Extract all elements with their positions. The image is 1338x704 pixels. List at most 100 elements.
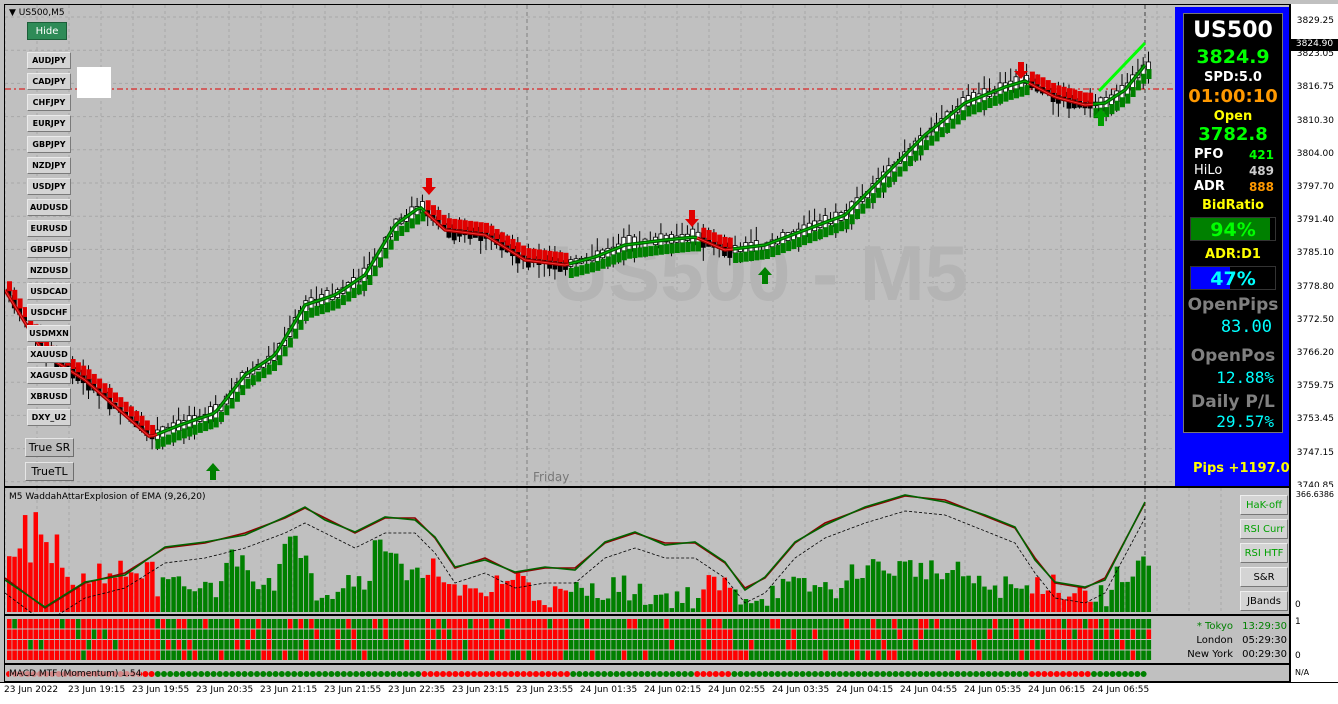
mtf-cell [976,640,982,650]
mtf-cell [446,650,452,660]
heiken-ashi-block [107,387,113,398]
mtf-cell [897,640,902,650]
mtf-cell [796,629,802,639]
macd-dot [173,671,180,677]
histogram-bar [415,567,420,612]
histogram-bar [303,555,309,612]
heiken-ashi-block [648,246,654,257]
macd-dot [588,671,595,677]
mtf-cell [1003,629,1008,639]
true-tl-button[interactable]: TrueTL [25,462,74,481]
sessions-panel[interactable]: * Tokyo 13:29:30 London 05:29:30 New York 00:… [4,615,1290,664]
mtf-cell [123,629,129,639]
price-chart: US500 - M5 [5,5,1175,486]
macd-dot [1122,671,1128,677]
macd-dot [607,671,614,677]
mtf-cell [521,619,526,629]
symbol-button-nzdusd[interactable]: NZDUSD [27,262,71,279]
mtf-cell [404,650,410,660]
heiken-ashi-block [966,106,972,117]
mtf-cell [473,650,478,660]
histogram-bar [568,591,574,612]
mtf-cell [817,650,823,660]
symbol-button-xagusd[interactable]: XAGUSD [27,367,71,384]
heiken-ashi-block [865,198,871,209]
rsi-curr-button[interactable]: RSI Curr [1240,519,1288,539]
symbol-button-xauusd[interactable]: XAUUSD [27,346,71,363]
rsi-htf-button[interactable]: RSI HTF [1240,543,1288,563]
mtf-cell [680,619,685,629]
symbol-button-audjpy[interactable]: AUDJPY [27,52,71,69]
mtf-cell [139,619,145,629]
histogram-bar [982,586,987,612]
histogram-bar [590,583,595,612]
mtf-cell [897,650,902,660]
price-axis[interactable]: 3829.25 3823.05 3816.75 3810.30 3804.00 3797.… [1290,4,1338,491]
heiken-ashi-block [224,405,230,416]
mtf-cell [102,619,107,629]
menu-triangle-icon[interactable]: ▼ [9,8,16,18]
symbol-button-usdcad[interactable]: USDCAD [27,283,71,300]
heiken-ashi-block [219,411,224,422]
heiken-ashi-block [102,383,108,394]
symbol-button-usdmxn[interactable]: USDMXN [27,325,71,342]
daily-pl-label: Daily P/L [1191,392,1275,412]
mtf-cell [441,650,447,660]
mtf-cell [902,619,908,629]
symbol-button-cadjpy[interactable]: CADJPY [27,73,71,90]
heiken-ashi-block [150,424,156,435]
hak-off-button[interactable]: HaK-off [1240,495,1288,515]
mtf-cell [65,640,70,650]
macd-dot [601,671,608,677]
symbol-button-eurjpy[interactable]: EURJPY [27,115,71,132]
symbol-button-audusd[interactable]: AUDUSD [27,199,71,216]
mtf-cell [923,629,929,639]
mtf-cell [971,650,977,660]
mtf-cell [1072,650,1077,660]
symbol-button-chfjpy[interactable]: CHFJPY [27,94,71,111]
symbol-button-eurusd[interactable]: EURUSD [27,220,71,237]
jbands-button[interactable]: JBands [1240,591,1288,611]
waddah-attar-panel[interactable]: M5 WaddahAttarExplosion of EMA (9,26,20)… [4,487,1290,615]
macd-dot [762,671,769,677]
mtf-cell [484,640,489,650]
heiken-ashi-block [1130,87,1136,97]
histogram-bar [166,579,171,612]
symbol-button-usdjpy[interactable]: USDJPY [27,178,71,195]
mtf-cell [616,619,622,629]
symbol-button-gbpjpy[interactable]: GBPJPY [27,136,71,153]
mtf-cell [245,629,251,639]
true-sr-button[interactable]: True SR [25,438,74,457]
macd-panel[interactable]: MACD MTF (Momentum) 1.54 [4,664,1290,682]
heiken-ashi-block [764,249,770,260]
main-chart-panel[interactable]: US500 - M5 ▼ US500,M5 Hide AUDJPY CADJPY C… [4,4,1290,487]
heiken-ashi-block [955,114,961,125]
macd-dot [291,671,298,677]
mtf-cell [637,640,643,650]
mtf-cell [568,640,574,650]
price-tick-label: 3829.25 [1296,16,1334,26]
macd-dot [843,671,849,677]
hide-button[interactable]: Hide [27,22,67,40]
macd-dot [917,671,924,677]
heiken-ashi-block [786,241,792,252]
mtf-cell [1135,640,1141,650]
time-axis[interactable]: 23 Jun 2022 23 Jun 19:15 23 Jun 19:55 23 Ju… [0,682,1338,704]
symbol-button-xbrusd[interactable]: XBRUSD [27,388,71,405]
histogram-bar [897,561,902,612]
histogram-bar [1077,586,1083,612]
macd-dot [657,671,663,677]
sr-button[interactable]: S&R [1240,567,1288,587]
mtf-cell [690,640,696,650]
mtf-cell [1067,629,1072,639]
symbol-button-gbpusd[interactable]: GBPUSD [27,241,71,258]
mtf-cell [537,650,542,660]
symbol-button-dxyu2[interactable]: DXY_U2 [27,409,71,426]
mtf-cell [945,629,950,639]
symbol-button-usdchf[interactable]: USDCHF [27,304,71,321]
macd-dot [229,671,236,677]
mtf-cell [494,629,500,639]
symbol-button-nzdjpy[interactable]: NZDJPY [27,157,71,174]
mtf-cell [107,629,113,639]
mtf-cell [658,629,664,639]
